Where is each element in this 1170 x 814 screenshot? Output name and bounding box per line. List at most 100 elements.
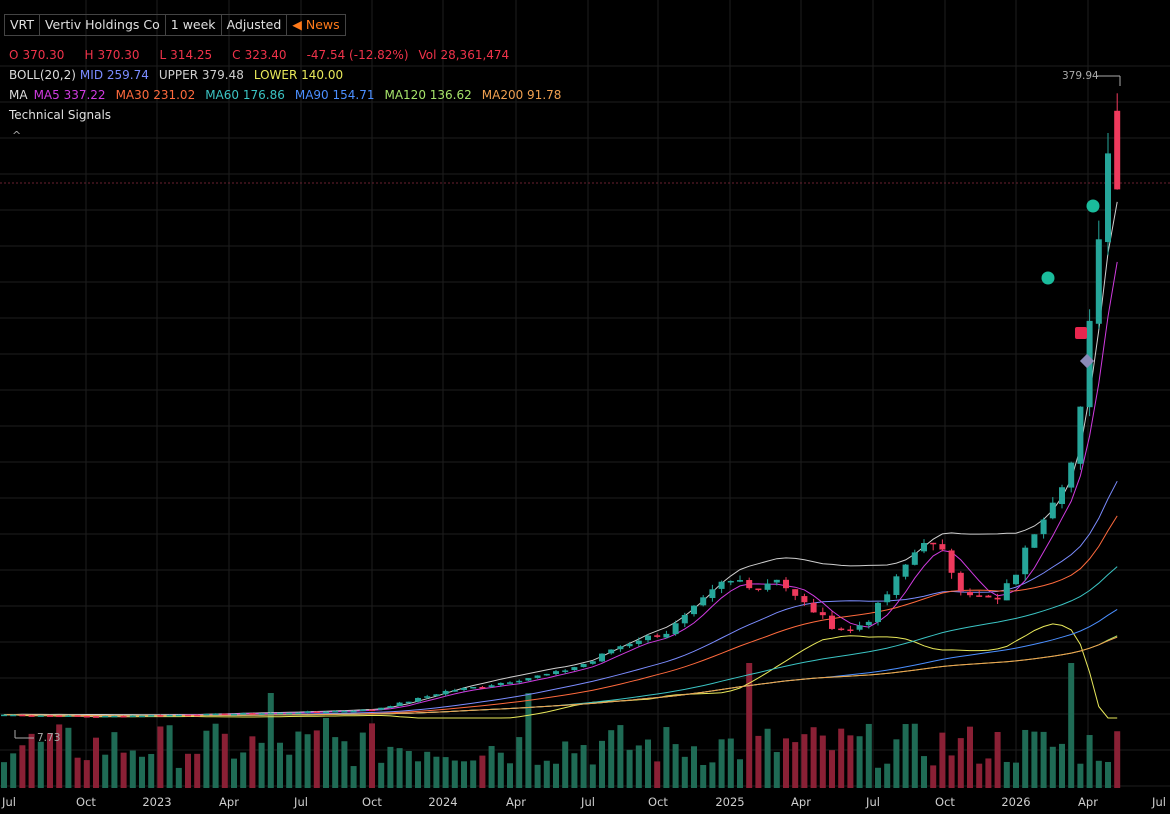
candle-body: [718, 581, 725, 589]
volume-bar: [10, 753, 17, 788]
candle-body: [249, 713, 256, 715]
candle-body: [553, 671, 559, 674]
candle-body: [875, 602, 881, 623]
volume-bar: [829, 750, 835, 788]
candle-body: [405, 701, 412, 704]
candle-body: [1049, 502, 1056, 519]
candle-body: [764, 583, 771, 590]
candle-body: [212, 713, 219, 716]
candle-body: [19, 714, 26, 717]
x-axis: Jul Oct 2023 Apr Jul Oct 2024 Apr Jul Oct 2025 Apr J…: [1, 795, 1166, 809]
candle-body: [37, 715, 44, 717]
adjustment-tab[interactable]: Adjusted: [222, 15, 288, 35]
volume-bar: [792, 742, 799, 788]
technical-signals-label[interactable]: Technical Signals: [9, 108, 112, 122]
candle-body: [709, 589, 716, 599]
candle-body: [350, 710, 357, 713]
x-tick-label: Jul: [1151, 795, 1166, 809]
volume-bar: [350, 766, 357, 788]
volume-bar: [415, 761, 421, 788]
candle-body: [433, 694, 440, 697]
volume-bar: [433, 756, 440, 788]
x-tick-label: Apr: [506, 795, 526, 809]
candle-body: [976, 595, 983, 597]
volume-bar: [755, 735, 762, 788]
volume-bar: [277, 742, 283, 788]
volume-bar: [56, 724, 63, 788]
volume-bar: [1114, 731, 1121, 788]
candle-body: [415, 697, 421, 702]
candle-body: [580, 663, 587, 668]
x-tick-label: Oct: [648, 795, 668, 809]
candle-body: [534, 675, 541, 678]
volume-bar: [865, 723, 872, 788]
candle-body: [1013, 574, 1019, 585]
candle-body: [516, 680, 523, 683]
candle-body: [304, 711, 311, 713]
company-tab[interactable]: Vertiv Holdings Co: [40, 15, 166, 35]
volume-bar: [939, 732, 946, 788]
news-tab[interactable]: ◀︎ News: [292, 17, 340, 32]
speaker-icon: ◀︎: [292, 17, 306, 32]
volume-bar: [994, 732, 1001, 788]
candle-body: [967, 591, 973, 596]
volume-bar: [718, 739, 725, 788]
x-tick-label: Apr: [219, 795, 239, 809]
ma200-line: [4, 636, 1118, 717]
volume-bar: [645, 739, 651, 788]
volume-bar: [1059, 743, 1065, 788]
volume-bar: [65, 727, 72, 788]
candle-body: [617, 646, 624, 650]
symbol-tab[interactable]: VRT: [5, 15, 40, 35]
low-marker-label: 7.73: [37, 732, 60, 744]
candle-body: [599, 653, 605, 662]
volume-bar: [1095, 760, 1102, 788]
volume-bar: [157, 726, 164, 788]
candle-body: [295, 712, 302, 715]
volume-bar: [323, 718, 329, 788]
volume-bar: [424, 751, 431, 788]
volume-bar: [737, 759, 743, 788]
volume-bar: [608, 730, 615, 788]
volume-bar: [663, 727, 670, 788]
volume-bar: [773, 752, 780, 788]
volume-bar: [19, 745, 26, 788]
candle-body: [948, 550, 955, 573]
candle-body: [497, 682, 504, 686]
volume-bar: [1040, 731, 1047, 788]
volume-bar: [111, 732, 118, 788]
interval-tab[interactable]: 1 week: [166, 15, 222, 35]
volume-bar: [525, 693, 532, 788]
volume-bar: [543, 760, 550, 788]
volume-bar: [1013, 762, 1019, 788]
candle-body: [387, 706, 394, 708]
candle-body: [203, 713, 210, 716]
candle-body: [921, 543, 927, 552]
volume-bar: [175, 767, 182, 788]
x-tick-label: Oct: [935, 795, 955, 809]
candle-body: [10, 714, 17, 717]
candle-body: [755, 588, 762, 591]
chart-grid: [0, 0, 1170, 788]
candle-body: [801, 596, 808, 603]
candle-body: [488, 685, 495, 688]
buy-signal-marker: [1086, 199, 1100, 213]
volume-bar: [599, 740, 605, 788]
volume-bar: [369, 723, 375, 788]
candle-body: [378, 707, 385, 710]
volume-bar: [819, 735, 826, 788]
volume-bar: [1, 762, 7, 788]
candle-body: [341, 710, 348, 713]
candle-body: [1059, 487, 1065, 505]
candle-body: [47, 715, 53, 717]
x-tick-label: Jul: [293, 795, 308, 809]
candle-body: [1040, 519, 1047, 535]
candle-body: [139, 715, 145, 718]
chevron-up-icon[interactable]: ^: [12, 129, 22, 142]
ma30-line: [4, 515, 1118, 717]
x-tick-label: 2026: [1001, 795, 1030, 809]
volume-bar: [516, 737, 523, 788]
candle-body: [902, 564, 909, 577]
candle-body: [930, 542, 937, 545]
